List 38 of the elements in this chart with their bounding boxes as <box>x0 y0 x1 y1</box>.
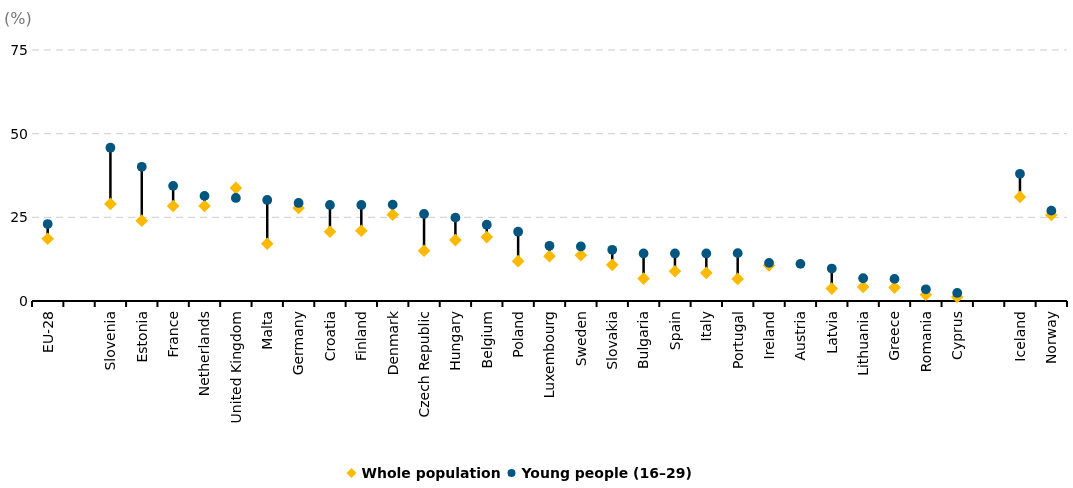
x-tick-label: Lithuania <box>855 311 872 376</box>
y-axis-title: (%) <box>4 9 32 28</box>
x-tick-label: Czech Republic <box>415 311 432 418</box>
x-tick-label: Croatia <box>321 311 338 362</box>
x-tick-label: Malta <box>259 311 276 350</box>
y-tick-label: 25 <box>10 209 28 226</box>
x-tick-label: Ireland <box>760 311 777 360</box>
x-tick-label: Portugal <box>729 311 746 369</box>
x-tick-label: Sweden <box>572 311 589 367</box>
x-tick-label: Finland <box>353 311 370 362</box>
x-tick-label: Belgium <box>478 311 495 369</box>
x-tick-label: Slovenia <box>102 311 119 371</box>
x-tick-label: Slovakia <box>604 311 621 370</box>
x-tick-label: Denmark <box>384 310 401 376</box>
x-tick-label: France <box>165 311 182 358</box>
y-tick-label: 50 <box>10 125 28 142</box>
x-tick-label: Italy <box>698 311 715 342</box>
x-tick-label: Luxembourg <box>541 311 558 399</box>
legend-label: Young people (16–29) <box>520 465 692 481</box>
x-tick-label: Norway <box>1043 311 1060 365</box>
x-tick-label: Austria <box>792 311 809 361</box>
legend-label: Whole population <box>361 465 501 481</box>
x-tick-label: Germany <box>290 311 307 376</box>
x-tick-label: Iceland <box>1011 311 1028 362</box>
x-tick-label: United Kingdom <box>227 311 244 424</box>
x-tick-label: Latvia <box>823 311 840 354</box>
x-tick-label: Spain <box>666 311 683 351</box>
x-tick-label: Cyprus <box>949 311 966 360</box>
x-tick-label: Estonia <box>133 311 150 363</box>
x-tick-label: EU-28 <box>39 311 56 353</box>
x-tick-label: Romania <box>917 311 934 373</box>
y-tick-label: 75 <box>10 41 28 58</box>
x-tick-label: Poland <box>510 311 527 358</box>
x-tick-label: Greece <box>886 311 903 361</box>
y-tick-label: 0 <box>19 292 28 309</box>
x-tick-label: Bulgaria <box>635 311 652 370</box>
x-tick-label: Netherlands <box>196 311 213 397</box>
x-tick-label: Hungary <box>447 311 464 371</box>
